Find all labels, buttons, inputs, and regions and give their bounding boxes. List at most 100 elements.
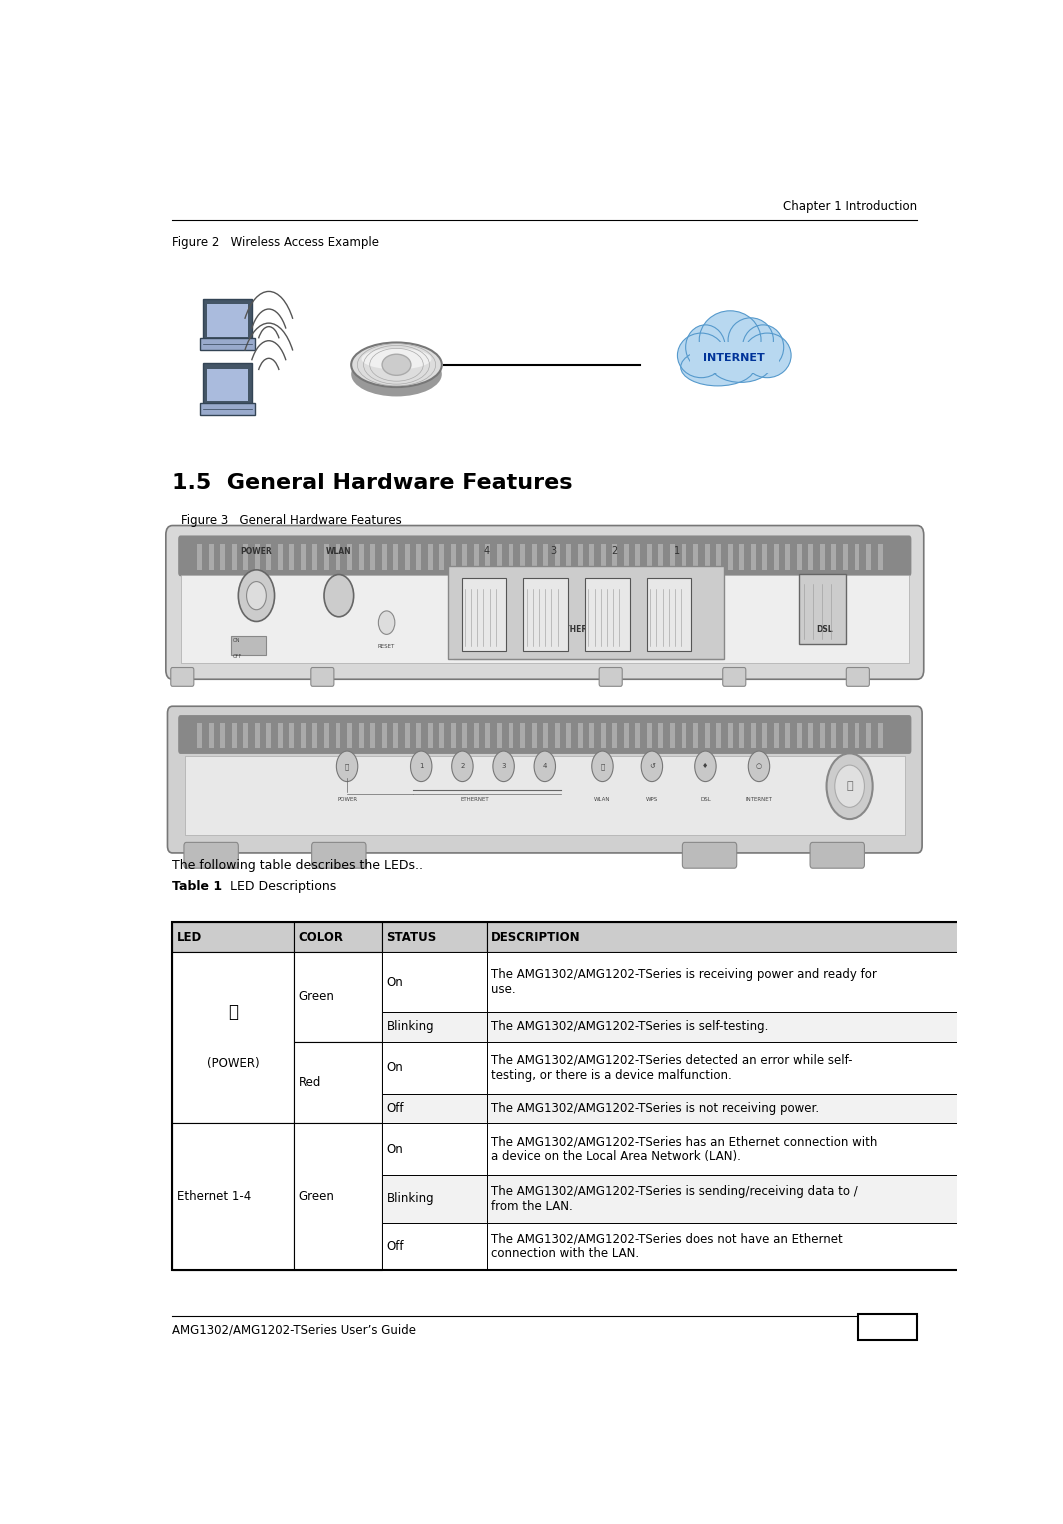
FancyBboxPatch shape <box>197 722 202 748</box>
FancyBboxPatch shape <box>739 544 744 570</box>
FancyBboxPatch shape <box>532 544 537 570</box>
FancyBboxPatch shape <box>347 722 352 748</box>
FancyBboxPatch shape <box>172 952 294 1123</box>
FancyBboxPatch shape <box>294 1123 383 1175</box>
Text: On: On <box>387 975 403 989</box>
FancyBboxPatch shape <box>693 722 698 748</box>
FancyBboxPatch shape <box>383 1094 487 1123</box>
FancyBboxPatch shape <box>855 722 860 748</box>
FancyBboxPatch shape <box>232 544 237 570</box>
Text: RESET: RESET <box>378 645 395 649</box>
FancyBboxPatch shape <box>427 722 433 748</box>
Text: The AMG1302/AMG1202-TSeries does not have an Ethernet
connection with the LAN.: The AMG1302/AMG1202-TSeries does not hav… <box>491 1233 843 1260</box>
FancyBboxPatch shape <box>846 668 870 686</box>
FancyBboxPatch shape <box>405 544 409 570</box>
FancyBboxPatch shape <box>294 952 383 1012</box>
FancyBboxPatch shape <box>624 544 629 570</box>
FancyBboxPatch shape <box>207 369 248 401</box>
Text: Green: Green <box>299 1190 335 1204</box>
FancyBboxPatch shape <box>243 544 249 570</box>
FancyBboxPatch shape <box>383 1175 487 1222</box>
Circle shape <box>834 765 864 808</box>
Ellipse shape <box>686 325 725 369</box>
FancyBboxPatch shape <box>705 544 710 570</box>
Text: LED Descriptions: LED Descriptions <box>218 879 336 893</box>
FancyBboxPatch shape <box>451 544 456 570</box>
FancyBboxPatch shape <box>831 544 837 570</box>
FancyBboxPatch shape <box>810 843 864 869</box>
Text: Green: Green <box>299 991 335 1003</box>
FancyBboxPatch shape <box>383 922 487 952</box>
FancyBboxPatch shape <box>172 1123 294 1175</box>
FancyBboxPatch shape <box>797 544 802 570</box>
FancyBboxPatch shape <box>294 1222 383 1269</box>
FancyBboxPatch shape <box>294 1042 383 1123</box>
FancyBboxPatch shape <box>487 922 996 952</box>
FancyBboxPatch shape <box>647 544 652 570</box>
FancyBboxPatch shape <box>670 722 675 748</box>
FancyBboxPatch shape <box>612 544 618 570</box>
Text: 1: 1 <box>419 764 423 770</box>
FancyBboxPatch shape <box>294 1094 383 1123</box>
FancyBboxPatch shape <box>310 668 334 686</box>
FancyBboxPatch shape <box>172 952 294 1012</box>
Circle shape <box>534 751 556 782</box>
Text: COLOR: COLOR <box>299 931 343 943</box>
FancyBboxPatch shape <box>301 544 306 570</box>
FancyBboxPatch shape <box>774 722 779 748</box>
FancyBboxPatch shape <box>358 544 364 570</box>
FancyBboxPatch shape <box>487 1042 996 1094</box>
Text: Off: Off <box>387 1102 404 1116</box>
Text: Blinking: Blinking <box>387 1021 435 1033</box>
Text: LED: LED <box>176 931 202 943</box>
FancyBboxPatch shape <box>383 952 487 1012</box>
Ellipse shape <box>382 354 411 375</box>
FancyBboxPatch shape <box>543 544 549 570</box>
FancyBboxPatch shape <box>497 722 502 748</box>
FancyBboxPatch shape <box>277 544 283 570</box>
FancyBboxPatch shape <box>172 922 294 952</box>
Text: Off: Off <box>387 1241 404 1253</box>
Text: WLAN: WLAN <box>326 547 352 556</box>
FancyBboxPatch shape <box>487 1123 996 1175</box>
Text: 🔑: 🔑 <box>846 782 853 791</box>
FancyBboxPatch shape <box>647 722 652 748</box>
FancyBboxPatch shape <box>294 1042 383 1094</box>
FancyBboxPatch shape <box>370 544 375 570</box>
FancyBboxPatch shape <box>878 544 882 570</box>
FancyBboxPatch shape <box>184 843 238 869</box>
Text: ON: ON <box>233 637 240 643</box>
Text: Blinking: Blinking <box>387 1192 435 1205</box>
Text: Figure 2   Wireless Access Example: Figure 2 Wireless Access Example <box>172 236 379 248</box>
Text: ETHERNET: ETHERNET <box>559 625 605 634</box>
FancyBboxPatch shape <box>301 722 306 748</box>
FancyBboxPatch shape <box>197 544 202 570</box>
Text: The AMG1302/AMG1202-TSeries is self-testing.: The AMG1302/AMG1202-TSeries is self-test… <box>491 1021 769 1033</box>
Circle shape <box>695 751 716 782</box>
FancyBboxPatch shape <box>294 952 383 1042</box>
Text: 17: 17 <box>875 1315 900 1334</box>
FancyBboxPatch shape <box>383 952 487 1012</box>
FancyBboxPatch shape <box>797 722 802 748</box>
FancyBboxPatch shape <box>820 722 825 748</box>
Circle shape <box>493 751 514 782</box>
FancyBboxPatch shape <box>532 722 537 748</box>
FancyBboxPatch shape <box>716 722 721 748</box>
FancyBboxPatch shape <box>294 1175 383 1222</box>
FancyBboxPatch shape <box>809 544 813 570</box>
FancyBboxPatch shape <box>866 544 871 570</box>
FancyBboxPatch shape <box>762 722 767 748</box>
FancyBboxPatch shape <box>462 544 468 570</box>
FancyBboxPatch shape <box>166 526 924 680</box>
Text: ⛈: ⛈ <box>601 764 605 770</box>
FancyBboxPatch shape <box>658 544 663 570</box>
FancyBboxPatch shape <box>600 668 622 686</box>
FancyBboxPatch shape <box>774 544 779 570</box>
Circle shape <box>247 582 267 610</box>
Text: POWER: POWER <box>337 797 357 802</box>
FancyBboxPatch shape <box>203 363 252 407</box>
Text: On: On <box>387 1061 403 1074</box>
Text: 1.5  General Hardware Features: 1.5 General Hardware Features <box>172 472 573 492</box>
FancyBboxPatch shape <box>690 343 779 373</box>
Text: 3: 3 <box>502 764 506 770</box>
